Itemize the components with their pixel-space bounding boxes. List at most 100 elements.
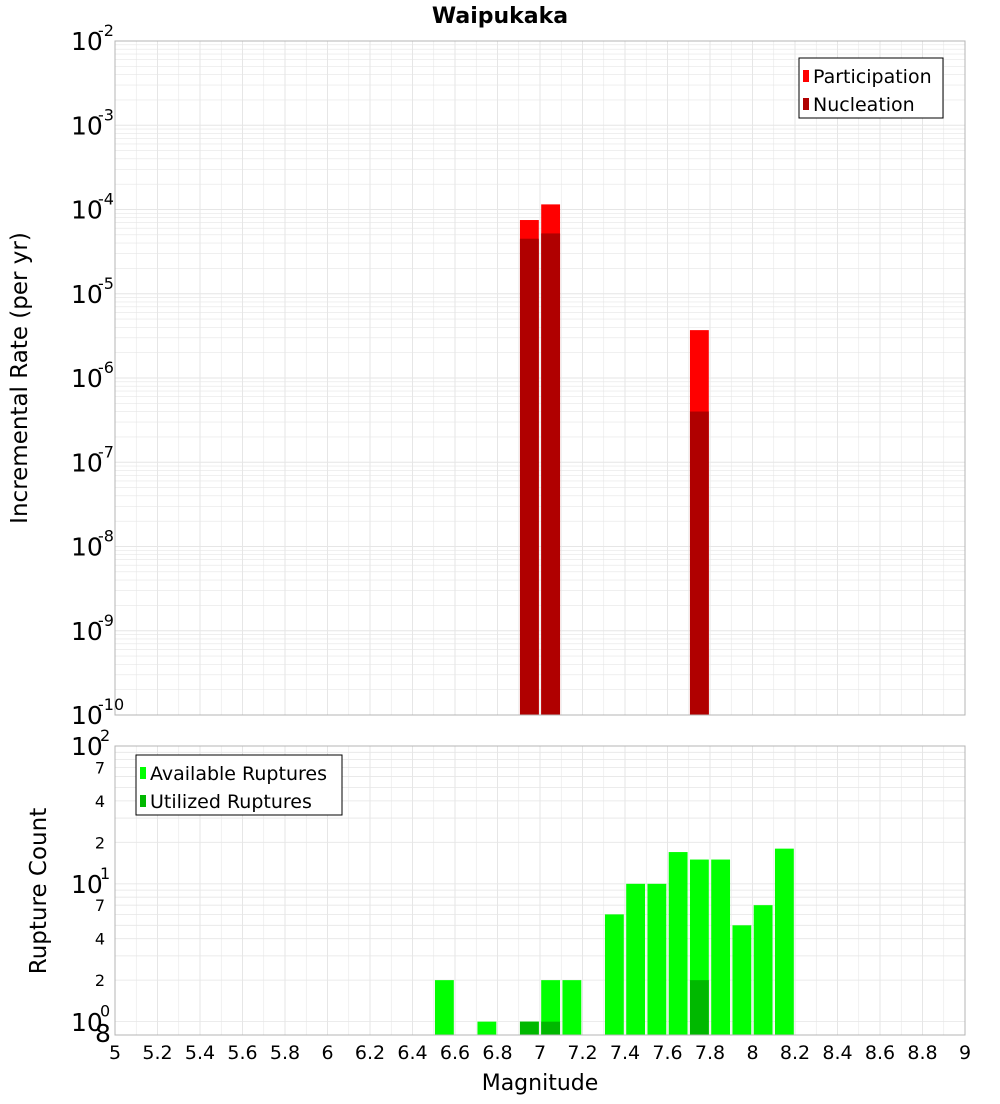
x-tick-label: 5 [109, 1042, 121, 1064]
top-y-tick-label: 10-7 [71, 442, 114, 477]
x-axis-label: Magnitude [482, 1071, 599, 1096]
bottom-y-tick-suffix: 8 [95, 1019, 111, 1048]
top-y-tick-label: 10-9 [71, 611, 114, 646]
x-tick-label: 5.8 [270, 1042, 300, 1064]
bottom-y-tick-minor: 7 [95, 758, 105, 777]
utilized-ruptures-bar [541, 1021, 561, 1035]
top-y-tick-exponent: -6 [98, 358, 114, 377]
x-tick-label: 8.4 [822, 1042, 852, 1064]
bottom-y-tick-base: 10 [71, 732, 103, 761]
x-tick-label: 7.4 [610, 1042, 640, 1064]
top-y-tick-exponent: -7 [98, 442, 114, 461]
top-y-tick-base: 10 [71, 701, 103, 730]
top-y-axis-ticks: 10-210-310-410-510-610-710-810-910-10 [71, 21, 124, 730]
top-y-tick-exponent: -2 [98, 21, 114, 40]
top-y-tick-base: 10 [71, 364, 103, 393]
legend-swatch [140, 795, 146, 807]
top-y-tick-exponent: -9 [98, 611, 114, 630]
available-ruptures-bar [753, 905, 773, 1035]
bottom-plot-frame [114, 745, 966, 1036]
x-tick-label: 6.8 [482, 1042, 512, 1064]
x-tick-label: 9 [959, 1042, 971, 1064]
top-y-tick-base: 10 [71, 533, 103, 562]
available-ruptures-bar [774, 848, 794, 1035]
top-y-tick-exponent: -5 [98, 274, 114, 293]
top-y-tick-base: 10 [71, 27, 103, 56]
bottom-y-tick-minor: 4 [95, 930, 105, 949]
top-y-tick-base: 10 [71, 617, 103, 646]
x-tick-label: 8.2 [780, 1042, 810, 1064]
available-ruptures-bar [562, 980, 582, 1035]
top-y-tick-exponent: -3 [98, 105, 114, 124]
bottom-y-tick-exponent: 2 [100, 726, 110, 745]
utilized-ruptures-bar [689, 980, 709, 1035]
available-ruptures-bar [477, 1021, 497, 1035]
top-y-tick-label: 10-3 [71, 105, 114, 140]
available-ruptures-bar [668, 852, 688, 1035]
nucleation-bar [541, 233, 561, 716]
legend-label: Nucleation [813, 94, 915, 116]
x-tick-label: 6.2 [355, 1042, 385, 1064]
legend-swatch [803, 70, 809, 82]
top-y-tick-label: 10-4 [71, 190, 114, 225]
top-y-tick-label: 10-10 [71, 695, 124, 730]
x-tick-label: 8.8 [907, 1042, 937, 1064]
bottom-y-tick-base: 10 [71, 1008, 103, 1037]
available-ruptures-bar [541, 980, 561, 1035]
legend-swatch [803, 98, 809, 110]
nucleation-bar [689, 411, 709, 715]
legend-swatch [140, 767, 146, 779]
x-tick-label: 5.4 [185, 1042, 215, 1064]
utilized-ruptures-bar [519, 1021, 539, 1035]
top-y-tick-exponent: -8 [98, 527, 114, 546]
top-y-tick-base: 10 [71, 196, 103, 225]
x-tick-label: 7.8 [695, 1042, 725, 1064]
top-y-tick-base: 10 [71, 280, 103, 309]
bottom-y-tick-minor: 4 [95, 792, 105, 811]
top-legend: Participation Nucleation [798, 57, 944, 119]
legend-label: Participation [813, 66, 932, 88]
top-plot-frame [114, 40, 966, 716]
bottom-y-tick-minor: 2 [95, 833, 105, 852]
top-y-tick-exponent: -10 [98, 695, 124, 714]
legend-box [798, 57, 944, 119]
bottom-y-tick-minor: 7 [95, 896, 105, 915]
top-plot-bars [519, 204, 709, 716]
bottom-y-tick-minor: 2 [95, 971, 105, 990]
x-tick-label: 6 [321, 1042, 333, 1064]
top-y-tick-label: 10-2 [71, 21, 114, 56]
bottom-legend: Available Ruptures Utilized Ruptures [135, 754, 343, 816]
x-tick-label: 7.6 [652, 1042, 682, 1064]
available-ruptures-bar [711, 859, 731, 1035]
x-tick-label: 8.6 [865, 1042, 895, 1064]
legend-label: Available Ruptures [150, 763, 327, 785]
top-y-tick-base: 10 [71, 111, 103, 140]
top-y-tick-label: 10-8 [71, 527, 114, 562]
available-ruptures-bar [434, 980, 454, 1035]
nucleation-bar [519, 238, 539, 715]
available-ruptures-bar [647, 883, 667, 1035]
available-ruptures-bar [626, 883, 646, 1035]
x-tick-label: 6.6 [440, 1042, 470, 1064]
top-y-tick-label: 10-5 [71, 274, 114, 309]
x-tick-label: 5.2 [142, 1042, 172, 1064]
top-y-axis-label: Incremental Rate (per yr) [7, 232, 33, 524]
top-y-tick-exponent: -4 [98, 190, 114, 209]
x-tick-label: 7.2 [567, 1042, 597, 1064]
x-axis-ticks: 5 5.2 5.4 5.6 5.8 6 6.2 6.4 6.6 6.8 7 7.2 7.4 7.6 7.8 8… [109, 1042, 971, 1064]
x-tick-label: 7 [534, 1042, 546, 1064]
available-ruptures-bar [604, 914, 624, 1035]
legend-label: Utilized Ruptures [150, 791, 312, 813]
bottom-y-tick-exponent: 1 [100, 864, 110, 883]
bottom-y-tick-base: 10 [71, 870, 103, 899]
bottom-plot-bars [434, 848, 794, 1035]
x-tick-label: 8 [746, 1042, 758, 1064]
bottom-y-tick-exponent: 0 [100, 1002, 110, 1021]
top-plot-grid [114, 41, 966, 716]
x-tick-label: 6.4 [397, 1042, 427, 1064]
legend-box [135, 754, 343, 816]
chart-title: Waipukaka [432, 4, 568, 29]
available-ruptures-bar [732, 925, 752, 1035]
